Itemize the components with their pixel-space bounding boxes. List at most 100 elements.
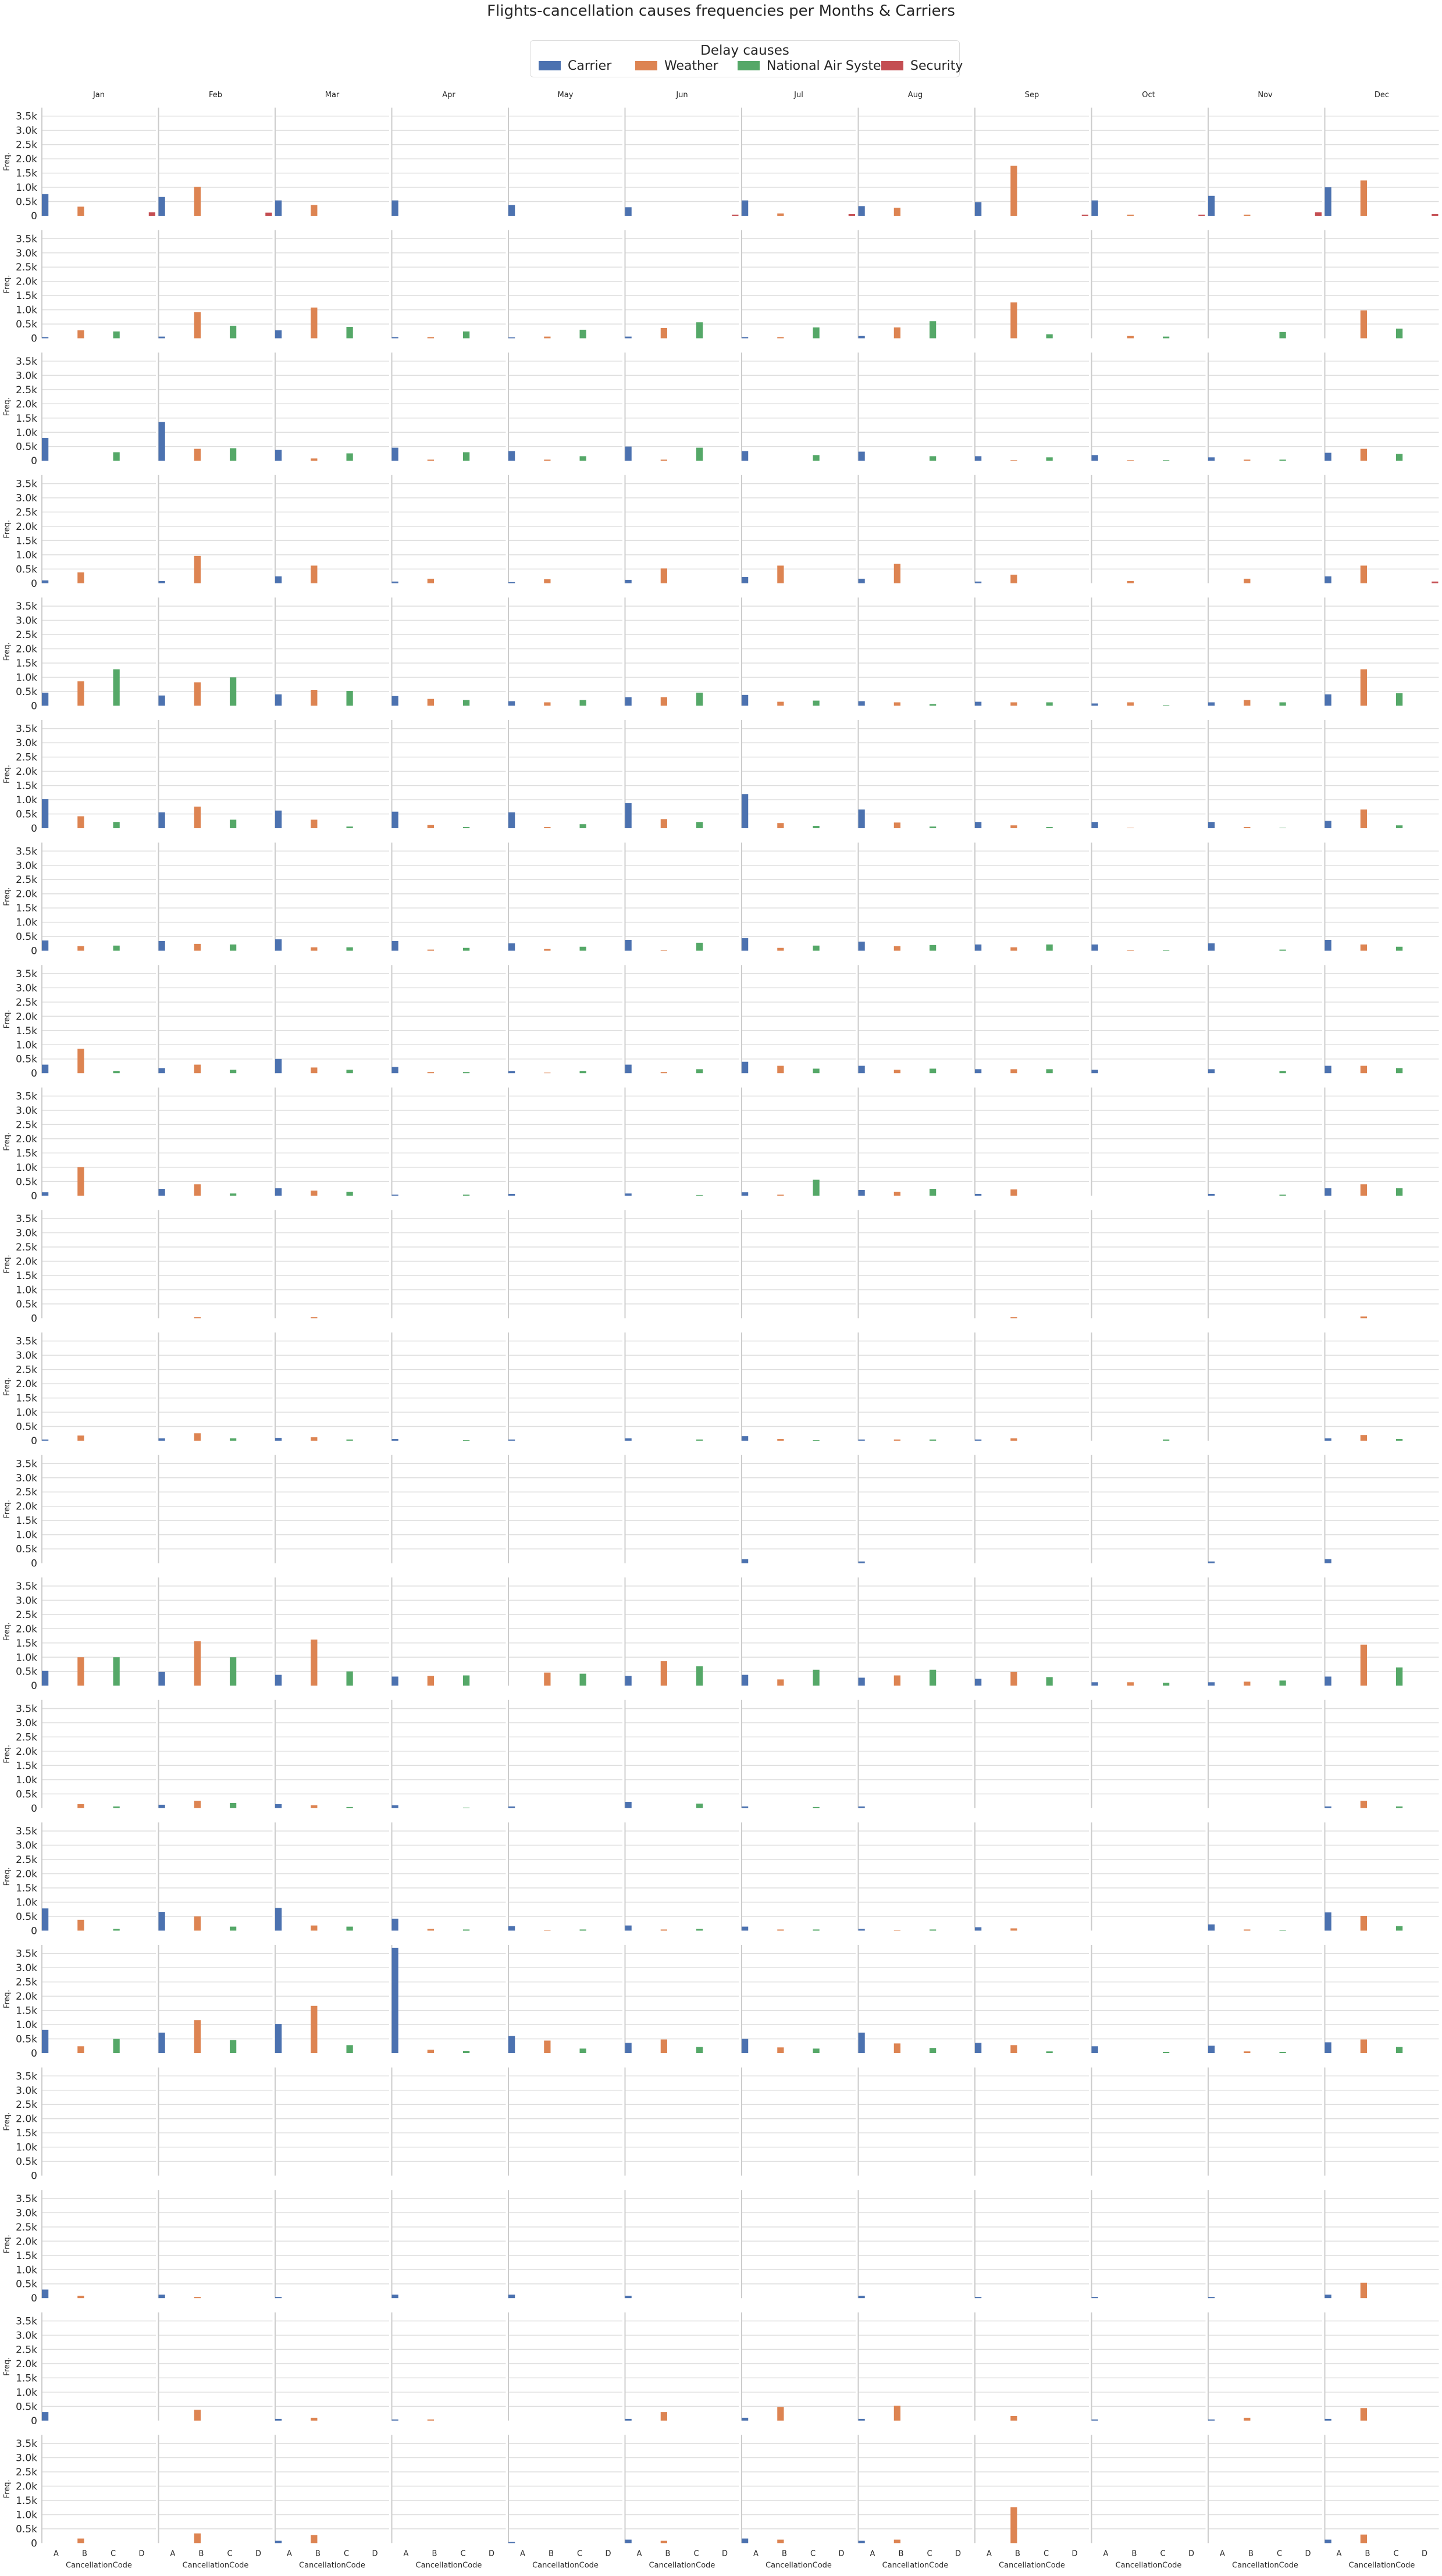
legend-swatch-carrier bbox=[539, 61, 561, 70]
y-tick-label: 1.5k bbox=[16, 2128, 37, 2139]
bar-weather bbox=[1010, 1672, 1017, 1686]
bar-carrier bbox=[975, 1927, 982, 1931]
bar-weather bbox=[194, 682, 201, 706]
bar-carrier bbox=[508, 1193, 515, 1196]
bar-national-air-system bbox=[113, 822, 120, 828]
x-tick-label: B bbox=[899, 2549, 904, 2558]
bar-carrier bbox=[508, 2542, 515, 2543]
bar-weather bbox=[777, 213, 784, 216]
y-tick-label: 0 bbox=[31, 946, 37, 957]
bar-carrier bbox=[1208, 1193, 1215, 1196]
bar-national-air-system bbox=[579, 824, 586, 828]
y-tick-label: 1.5k bbox=[16, 1638, 37, 1649]
bar-national-air-system bbox=[696, 447, 703, 461]
legend-label-national-air-system: National Air System bbox=[767, 59, 893, 73]
bar-carrier bbox=[275, 2297, 282, 2299]
y-tick-label: 3.0k bbox=[16, 1595, 37, 1606]
y-tick-label: 0.5k bbox=[16, 809, 37, 821]
bar-carrier bbox=[42, 2412, 49, 2421]
x-axis-label: CancellationCode bbox=[1232, 2561, 1298, 2570]
bar-carrier bbox=[158, 422, 165, 461]
y-tick-label: 3.0k bbox=[16, 1962, 37, 1974]
y-tick-label: 1.5k bbox=[16, 903, 37, 914]
bar-weather bbox=[660, 327, 667, 339]
y-tick-label: 1.0k bbox=[16, 2019, 37, 2031]
bar-national-air-system bbox=[463, 827, 470, 828]
bar-carrier bbox=[391, 447, 398, 461]
bar-weather bbox=[660, 1072, 667, 1074]
x-tick-label: B bbox=[549, 2549, 554, 2558]
bar-weather bbox=[311, 205, 318, 216]
bar-national-air-system bbox=[1396, 946, 1403, 951]
bar-carrier bbox=[742, 577, 749, 583]
bar-carrier bbox=[742, 451, 749, 461]
y-tick-label: 3.5k bbox=[16, 968, 37, 980]
bar-carrier bbox=[275, 939, 282, 951]
x-tick-label: A bbox=[987, 2549, 992, 2558]
bar-national-air-system bbox=[930, 945, 937, 951]
y-tick-label: 0.5k bbox=[16, 2524, 37, 2535]
bar-carrier bbox=[1091, 2046, 1098, 2053]
y-tick-label: 0 bbox=[31, 333, 37, 345]
bar-carrier bbox=[508, 451, 515, 461]
bar-weather bbox=[1010, 2415, 1017, 2421]
bar-weather bbox=[1010, 1317, 1017, 1319]
bar-carrier bbox=[391, 581, 398, 583]
x-axis-label: CancellationCode bbox=[765, 2561, 832, 2570]
bar-carrier bbox=[1091, 1070, 1098, 1074]
bar-national-air-system bbox=[1163, 2052, 1170, 2053]
y-tick-label: 2.0k bbox=[16, 154, 37, 165]
bar-carrier bbox=[625, 1438, 632, 1441]
bar-carrier bbox=[742, 1192, 749, 1196]
bar-national-air-system bbox=[1396, 1439, 1403, 1441]
bar-carrier bbox=[858, 2032, 865, 2053]
bar-carrier bbox=[975, 2297, 982, 2299]
bar-weather bbox=[77, 946, 84, 951]
y-tick-label: 0 bbox=[31, 211, 37, 222]
bar-national-air-system bbox=[113, 452, 120, 461]
y-tick-label: 3.0k bbox=[16, 2330, 37, 2342]
bar-weather bbox=[194, 2020, 201, 2053]
month-label: Apr bbox=[442, 91, 455, 99]
bar-national-air-system bbox=[1046, 457, 1053, 461]
y-tick-label: 2.5k bbox=[16, 384, 37, 396]
bar-weather bbox=[194, 2410, 201, 2421]
x-axis-label: CancellationCode bbox=[183, 2561, 249, 2570]
bar-national-air-system bbox=[696, 2047, 703, 2053]
bar-carrier bbox=[858, 2418, 865, 2421]
bar-carrier bbox=[625, 2539, 632, 2543]
bar-weather bbox=[1360, 1066, 1367, 1074]
y-tick-label: 0.5k bbox=[16, 1176, 37, 1188]
y-tick-label: 3.5k bbox=[16, 1213, 37, 1225]
x-tick-label: C bbox=[344, 2549, 349, 2558]
bar-weather bbox=[77, 330, 84, 339]
bar-carrier bbox=[975, 701, 982, 706]
bar-carrier bbox=[275, 810, 282, 828]
bar-carrier bbox=[275, 576, 282, 583]
bar-carrier bbox=[158, 580, 165, 583]
bar-carrier bbox=[508, 2294, 515, 2299]
bar-weather bbox=[194, 1916, 201, 1931]
y-tick-label: 0.5k bbox=[16, 686, 37, 698]
bar-weather bbox=[311, 1925, 318, 1931]
legend-title: Delay causes bbox=[700, 43, 789, 58]
x-axis-label: CancellationCode bbox=[1116, 2561, 1182, 2570]
bar-weather bbox=[660, 568, 667, 583]
bar-national-air-system bbox=[230, 448, 237, 461]
bar-national-air-system bbox=[1046, 1677, 1053, 1686]
bar-weather bbox=[777, 337, 784, 339]
y-tick-label: 3.5k bbox=[16, 2438, 37, 2450]
y-tick-label: 1.0k bbox=[16, 2387, 37, 2399]
bar-national-air-system bbox=[813, 2048, 820, 2053]
y-tick-label: 3.0k bbox=[16, 1350, 37, 1362]
y-axis-label: Freq. bbox=[3, 397, 12, 416]
x-tick-label: C bbox=[693, 2549, 699, 2558]
y-tick-label: 0 bbox=[31, 2415, 37, 2427]
bar-carrier bbox=[742, 337, 749, 339]
bar-carrier bbox=[625, 1676, 632, 1686]
bar-weather bbox=[660, 2412, 667, 2421]
bar-carrier bbox=[858, 1190, 865, 1196]
y-tick-label: 2.5k bbox=[16, 1854, 37, 1866]
bar-national-air-system bbox=[1046, 2051, 1053, 2053]
bar-national-air-system bbox=[1279, 1071, 1286, 1074]
